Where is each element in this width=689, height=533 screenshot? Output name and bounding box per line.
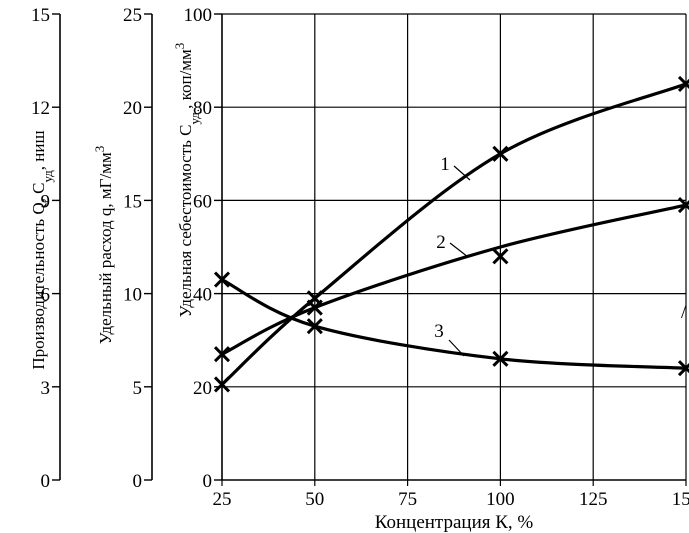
series-2-marker [213, 346, 231, 363]
series-1-line [220, 82, 688, 387]
y-tick-label: 0 [203, 471, 213, 492]
y-tick-label: 9 [41, 191, 51, 212]
series-2-marker [306, 299, 323, 316]
x-tick-label: 150 [672, 489, 689, 510]
y-tick-label: 15 [123, 191, 142, 212]
x-tick-label: 100 [486, 489, 515, 510]
y-tick-label: 0 [133, 471, 143, 492]
curve-leader-2 [449, 242, 469, 258]
y-tick-label: 5 [133, 378, 143, 399]
x-tick-label: 125 [579, 489, 608, 510]
series-3-marker [306, 318, 323, 335]
curve-leader-3 [448, 339, 465, 357]
curve-label-1: 1 [440, 154, 450, 175]
y-axis-label-2: Удельный расход q, мГ/мм3 [92, 146, 116, 344]
y-tick-label: 20 [123, 98, 142, 119]
x-axis-label: Концентрация К, % [375, 512, 534, 533]
y-axis-label-3: Удельная себестоимость Суд., коп/мм3 [172, 43, 202, 318]
x-tick-label: 25 [213, 489, 232, 510]
series-1-marker [213, 376, 231, 393]
series-2-line [220, 203, 688, 356]
grid [222, 13, 687, 480]
y-tick-label: 12 [31, 98, 50, 119]
y-axis-label-1: Производительность Q, Cуд, ниш [29, 130, 55, 369]
y-tick-label: 25 [123, 5, 142, 26]
series-1-marker [492, 145, 509, 162]
y-tick-label: 40 [193, 285, 212, 306]
y-tick-label: 6 [41, 285, 51, 306]
series-3-marker [677, 360, 689, 377]
series-markers [213, 75, 689, 393]
y-tick-label: 80 [193, 98, 212, 119]
curve-leader-1 [453, 165, 471, 181]
series-2-marker [677, 196, 689, 214]
y-tick-label: 60 [193, 191, 212, 212]
series-3-line [220, 278, 688, 370]
series-lines [220, 82, 688, 387]
y-tick-label: 100 [184, 5, 213, 26]
y-tick-label: 10 [123, 285, 142, 306]
y-tick-label: 20 [193, 378, 212, 399]
series-2-marker [492, 248, 509, 265]
x-tick-label: 50 [305, 489, 324, 510]
edge-glyph: / [681, 302, 687, 323]
x-tick-label: 75 [398, 489, 417, 510]
curve-label-3: 3 [434, 321, 444, 342]
curve-label-2: 2 [436, 232, 446, 253]
series-3-marker [213, 271, 231, 288]
y-tick-label: 15 [31, 5, 50, 26]
chart-labels: 1 2 3 / [434, 154, 687, 357]
series-1-marker [677, 75, 689, 92]
y-tick-label: 3 [41, 378, 51, 399]
series-3-marker [492, 350, 509, 367]
y-tick-label: 0 [41, 471, 51, 492]
axes: 255075100125150Концентрация К, %03691215… [29, 5, 689, 533]
